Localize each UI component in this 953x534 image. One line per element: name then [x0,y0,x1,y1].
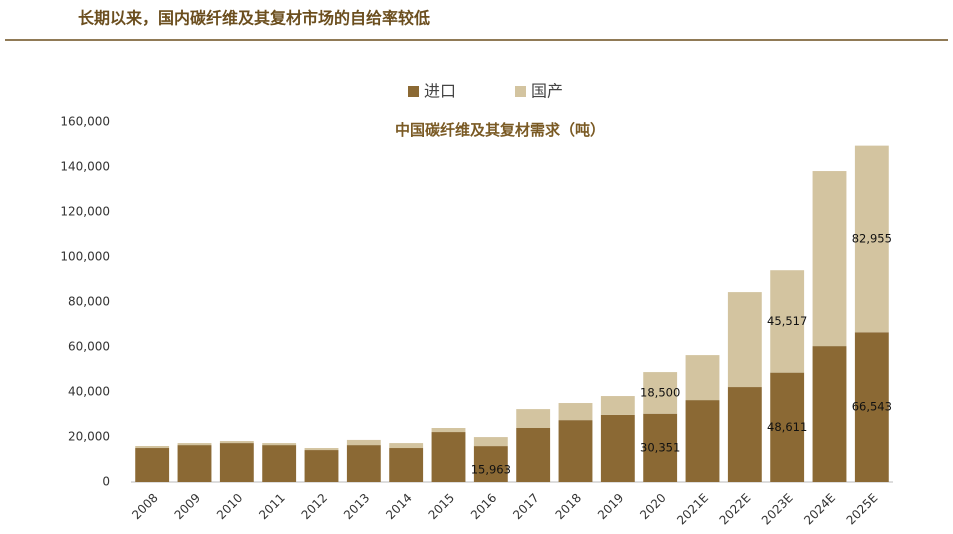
bar-segment [177,445,212,482]
x-tick-label: 2013 [341,491,372,522]
x-tick-label: 2016 [468,491,499,522]
x-tick-label: 2012 [299,491,330,522]
x-tick-label: 2011 [256,491,287,522]
legend-label: 国产 [531,82,563,101]
bar-segment [135,448,170,482]
x-tick-label: 2022E [717,491,754,528]
bar-segment [431,432,466,482]
data-label: 18,500 [640,385,680,399]
x-tick-label: 2023E [759,491,796,528]
x-tick-label: 2008 [129,491,160,522]
x-tick-label: 2019 [595,491,626,522]
bar-segment [727,387,762,482]
bar-segment [219,441,254,444]
bar-segment [389,443,424,449]
x-tick-label: 2020 [637,491,668,522]
bar-segment [431,428,466,433]
bar-segment [770,372,805,482]
x-tick-label: 2018 [553,491,584,522]
y-tick-label: 40,000 [68,385,110,399]
bar-segment [473,437,508,447]
x-tick-label: 2014 [383,491,414,522]
y-tick-label: 140,000 [60,160,110,174]
bar-segment [346,445,381,482]
bar-segment [516,409,551,428]
bar-segment [812,346,847,482]
y-tick-label: 60,000 [68,340,110,354]
bar-segment [304,450,339,482]
data-label: 66,543 [852,400,892,414]
bar-segment [600,396,635,415]
data-label: 45,517 [767,314,807,328]
bar-segment [177,443,212,446]
bar-segment [516,428,551,482]
bar-segment [770,270,805,373]
bar-segment [389,448,424,482]
data-label: 48,611 [767,420,807,434]
legend-label: 进口 [424,82,456,101]
bar-segment [262,443,297,446]
y-tick-label: 80,000 [68,295,110,309]
bar-segment [727,292,762,388]
bar-segment [346,439,381,446]
legend-swatch [515,86,526,97]
y-tick-label: 0 [102,475,110,489]
bar-segment [643,413,678,482]
bar-segment [558,403,593,421]
bar-segment [219,443,254,482]
x-tick-label: 2009 [172,491,203,522]
y-tick-label: 160,000 [60,115,110,129]
y-tick-label: 120,000 [60,205,110,219]
x-tick-label: 2017 [510,491,541,522]
y-tick-label: 100,000 [60,250,110,264]
bar-segment [812,171,847,347]
x-tick-label: 2010 [214,491,245,522]
x-tick-label: 2025E [844,491,881,528]
bar-segment [558,420,593,482]
x-tick-label: 2024E [801,491,838,528]
bar-segment [643,372,678,414]
x-tick-label: 2021E [674,491,711,528]
bar-segment [854,145,889,333]
data-label: 82,955 [852,231,892,245]
bar-segment [304,448,339,451]
bar-segment [473,446,508,482]
bar-segment [262,445,297,482]
legend-swatch [408,86,419,97]
x-tick-label: 2015 [426,491,457,522]
y-tick-label: 20,000 [68,430,110,444]
data-label: 30,351 [640,440,680,454]
bar-segment [854,332,889,482]
data-label: 15,963 [471,463,511,477]
page-header: 长期以来，国内碳纤维及其复材市场的自给率较低 [78,9,430,28]
bar-segment [685,355,720,401]
bar-segment [135,446,170,449]
bar-segment [685,400,720,482]
bar-segment [600,414,635,482]
chart-title: 中国碳纤维及其复材需求（吨） [395,121,605,139]
